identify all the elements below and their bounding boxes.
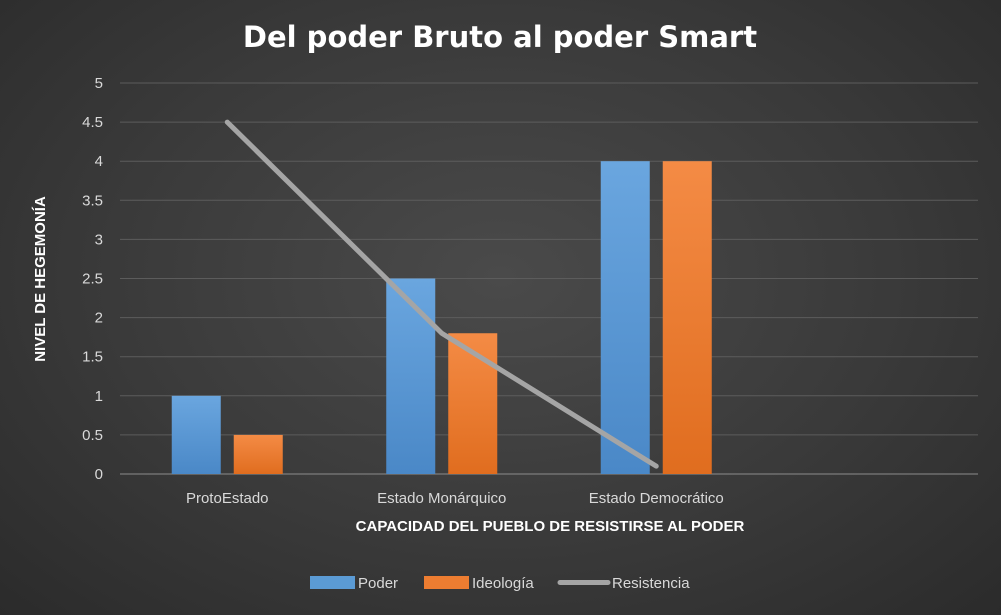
x-tick-labels: ProtoEstado Estado Monárquico Estado Democ… — [186, 490, 724, 507]
x-tick-label: Estado Democrático — [589, 490, 724, 507]
y-tick-labels: 0 0.5 1 1.5 2 2.5 3 3.5 4 4.5 5 — [82, 75, 103, 483]
y-tick-label: 1 — [95, 388, 103, 405]
y-tick-label: 4 — [95, 153, 103, 170]
x-axis-title: CAPACIDAD DEL PUEBLO DE RESISTIRSE AL PO… — [356, 518, 745, 535]
line-series — [224, 119, 659, 469]
y-tick-label: 4.5 — [82, 114, 103, 131]
x-tick-label: ProtoEstado — [186, 490, 269, 507]
y-tick-label: 5 — [95, 75, 103, 92]
legend-label: Ideología — [472, 575, 534, 592]
y-tick-label: 3.5 — [82, 192, 103, 209]
x-tick-label: Estado Monárquico — [377, 490, 506, 507]
y-tick-label: 0.5 — [82, 427, 103, 444]
y-tick-label: 0 — [95, 466, 103, 483]
legend-label: Poder — [358, 575, 398, 592]
bar-poder — [171, 395, 221, 474]
y-tick-label: 2 — [95, 310, 103, 327]
y-axis-title: NIVEL DE HEGEMONÍA — [32, 196, 49, 362]
bar-ideología — [233, 434, 283, 474]
legend-swatch-poder — [310, 576, 355, 589]
bar-ideología — [448, 333, 498, 474]
legend-swatch-ideología — [424, 576, 469, 589]
bar-poder — [600, 161, 650, 474]
chart-title: Del poder Bruto al poder Smart — [243, 20, 757, 54]
bar-ideología — [662, 161, 712, 474]
y-tick-label: 2.5 — [82, 271, 103, 288]
y-tick-label: 1.5 — [82, 349, 103, 366]
legend-label: Resistencia — [612, 575, 690, 592]
line-resistencia — [224, 119, 659, 469]
legend: Poder Ideología Resistencia — [310, 575, 690, 592]
bar-poder — [386, 278, 436, 474]
y-tick-label: 3 — [95, 231, 103, 248]
bars — [171, 161, 712, 474]
